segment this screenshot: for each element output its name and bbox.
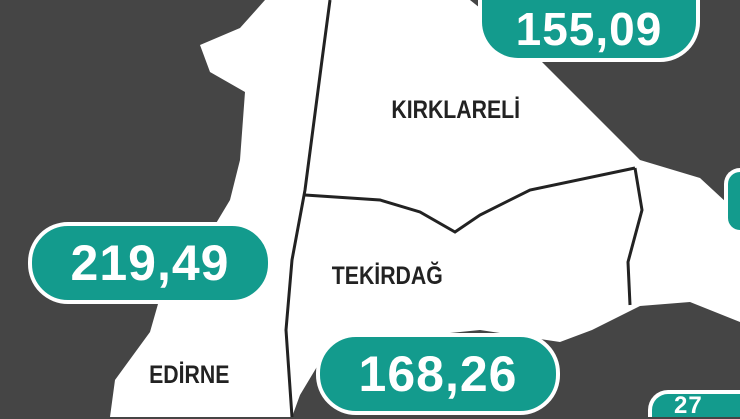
province-label-tekirdag: TEKİRDAĞ bbox=[331, 262, 443, 290]
province-label-edirne: EDİRNE bbox=[149, 361, 230, 389]
border-tekirdag-istanbul bbox=[626, 167, 644, 306]
border-edirne-kirklareli-tekirdag bbox=[284, 0, 332, 417]
value-badge-edge bbox=[724, 168, 740, 234]
land-area bbox=[110, 0, 740, 417]
province-label-kirklareli: KIRKLARELİ bbox=[391, 96, 521, 124]
value-badge-kirklareli: 155,09 bbox=[478, 0, 700, 62]
value-badge-edirne: 219,49 bbox=[28, 222, 272, 304]
border-kirklareli-tekirdag bbox=[304, 166, 636, 234]
value-badge-tekirdag: 168,26 bbox=[316, 333, 560, 415]
value-badge-partial: 27 bbox=[648, 390, 740, 417]
